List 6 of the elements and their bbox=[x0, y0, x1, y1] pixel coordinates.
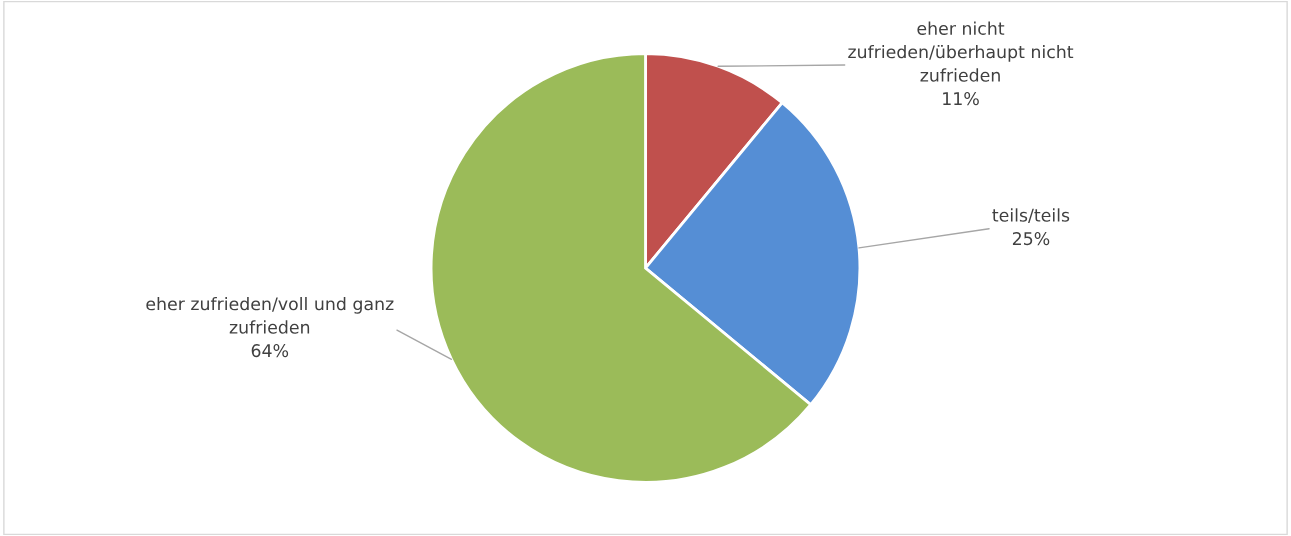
data-label: 25% bbox=[1012, 232, 1050, 246]
data-label: 64% bbox=[251, 344, 289, 358]
slice-label: eher zufrieden/voll und ganz zufrieden bbox=[146, 296, 394, 334]
slice-label: eher nicht zufrieden/überhaupt nicht zufrieden bbox=[848, 21, 1074, 82]
slice-label: teils/teils bbox=[992, 208, 1070, 224]
data-label: 11% bbox=[943, 92, 979, 106]
